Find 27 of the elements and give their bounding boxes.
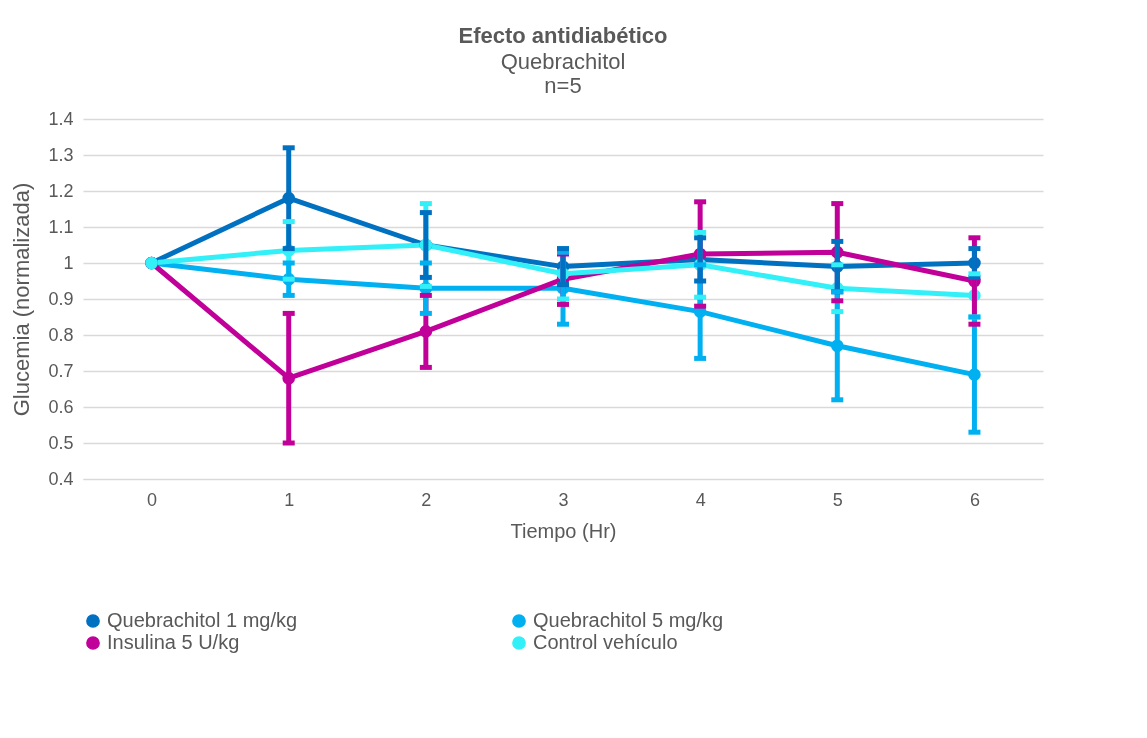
- y-tick-label: 0.5: [48, 432, 74, 453]
- legend-label: Quebrachitol 1 mg/kg: [107, 609, 298, 631]
- y-tick-label: 1: [63, 252, 74, 273]
- chart-subtitle: Quebrachitol: [500, 49, 626, 74]
- chart-title: Efecto antidiabético: [458, 23, 668, 48]
- y-tick-label: 0.9: [48, 288, 74, 309]
- y-axis-title: Glucemia (normalizada): [9, 182, 35, 417]
- x-tick-label: 4: [695, 489, 706, 510]
- legend-label: Control vehículo: [533, 631, 678, 653]
- legend-label: Insulina 5 U/kg: [107, 631, 240, 653]
- x-tick-label: 2: [421, 489, 432, 510]
- y-tick-label: 1.2: [48, 180, 74, 201]
- y-tick-label: 1.3: [48, 144, 74, 165]
- x-tick-label: 1: [284, 489, 295, 510]
- y-tick-label: 0.7: [48, 360, 74, 381]
- text: n=5: [544, 73, 582, 98]
- x-tick-label: 0: [147, 489, 158, 510]
- x-axis-title: Tiempo (Hr): [510, 519, 617, 542]
- y-tick-label: 0.6: [48, 396, 74, 417]
- y-tick-label: 0.8: [48, 324, 74, 345]
- x-tick-label: 6: [969, 489, 980, 510]
- y-tick-label: 1.1: [48, 216, 74, 237]
- legend-label: Quebrachitol 5 mg/kg: [533, 609, 724, 631]
- x-tick-label: 5: [832, 489, 843, 510]
- x-tick-label: 3: [558, 489, 569, 510]
- y-tick-label: 1.4: [48, 108, 74, 129]
- y-tick-label: 0.4: [48, 468, 74, 489]
